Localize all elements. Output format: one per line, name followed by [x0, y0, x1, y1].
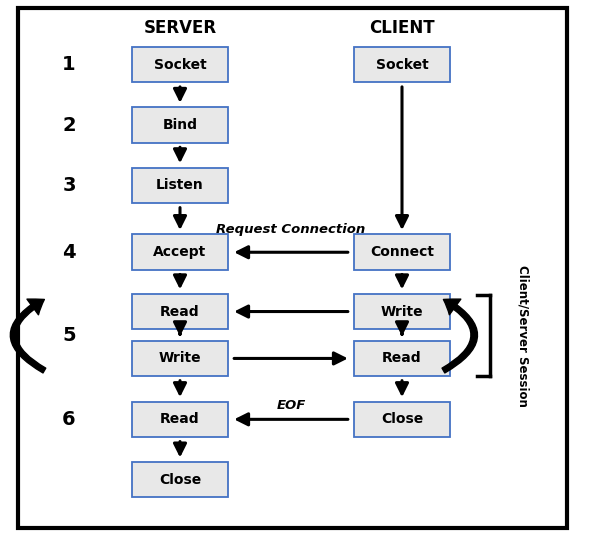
Text: 5: 5 [62, 326, 76, 345]
Text: Socket: Socket [376, 58, 428, 72]
Text: Connect: Connect [370, 245, 434, 259]
FancyBboxPatch shape [354, 402, 450, 437]
Text: 3: 3 [62, 176, 76, 195]
Text: Close: Close [381, 412, 423, 426]
Text: SERVER: SERVER [143, 19, 217, 37]
FancyBboxPatch shape [132, 341, 227, 376]
Text: Client/Server Session: Client/Server Session [517, 265, 530, 407]
FancyBboxPatch shape [132, 294, 227, 329]
Text: 2: 2 [62, 115, 76, 135]
Text: Read: Read [382, 351, 422, 365]
Text: Close: Close [159, 473, 201, 487]
FancyBboxPatch shape [354, 341, 450, 376]
FancyBboxPatch shape [132, 234, 227, 270]
Text: Read: Read [160, 412, 200, 426]
Text: 6: 6 [62, 410, 76, 429]
FancyBboxPatch shape [132, 462, 227, 497]
FancyBboxPatch shape [132, 47, 227, 82]
Text: Socket: Socket [154, 58, 206, 72]
Text: Read: Read [160, 305, 200, 319]
FancyBboxPatch shape [132, 402, 227, 437]
FancyArrowPatch shape [10, 299, 46, 373]
Text: Listen: Listen [156, 178, 204, 192]
FancyBboxPatch shape [132, 168, 227, 203]
Text: CLIENT: CLIENT [369, 19, 435, 37]
Text: Accept: Accept [154, 245, 206, 259]
Text: 1: 1 [62, 55, 76, 74]
FancyBboxPatch shape [354, 294, 450, 329]
Text: Request Connection: Request Connection [217, 223, 365, 236]
FancyBboxPatch shape [354, 234, 450, 270]
Text: Bind: Bind [163, 118, 197, 132]
FancyBboxPatch shape [354, 47, 450, 82]
Text: Write: Write [158, 351, 202, 365]
Text: EOF: EOF [277, 399, 305, 412]
FancyArrowPatch shape [442, 299, 478, 373]
Text: 4: 4 [62, 243, 76, 262]
Text: Write: Write [380, 305, 424, 319]
FancyBboxPatch shape [132, 107, 227, 143]
